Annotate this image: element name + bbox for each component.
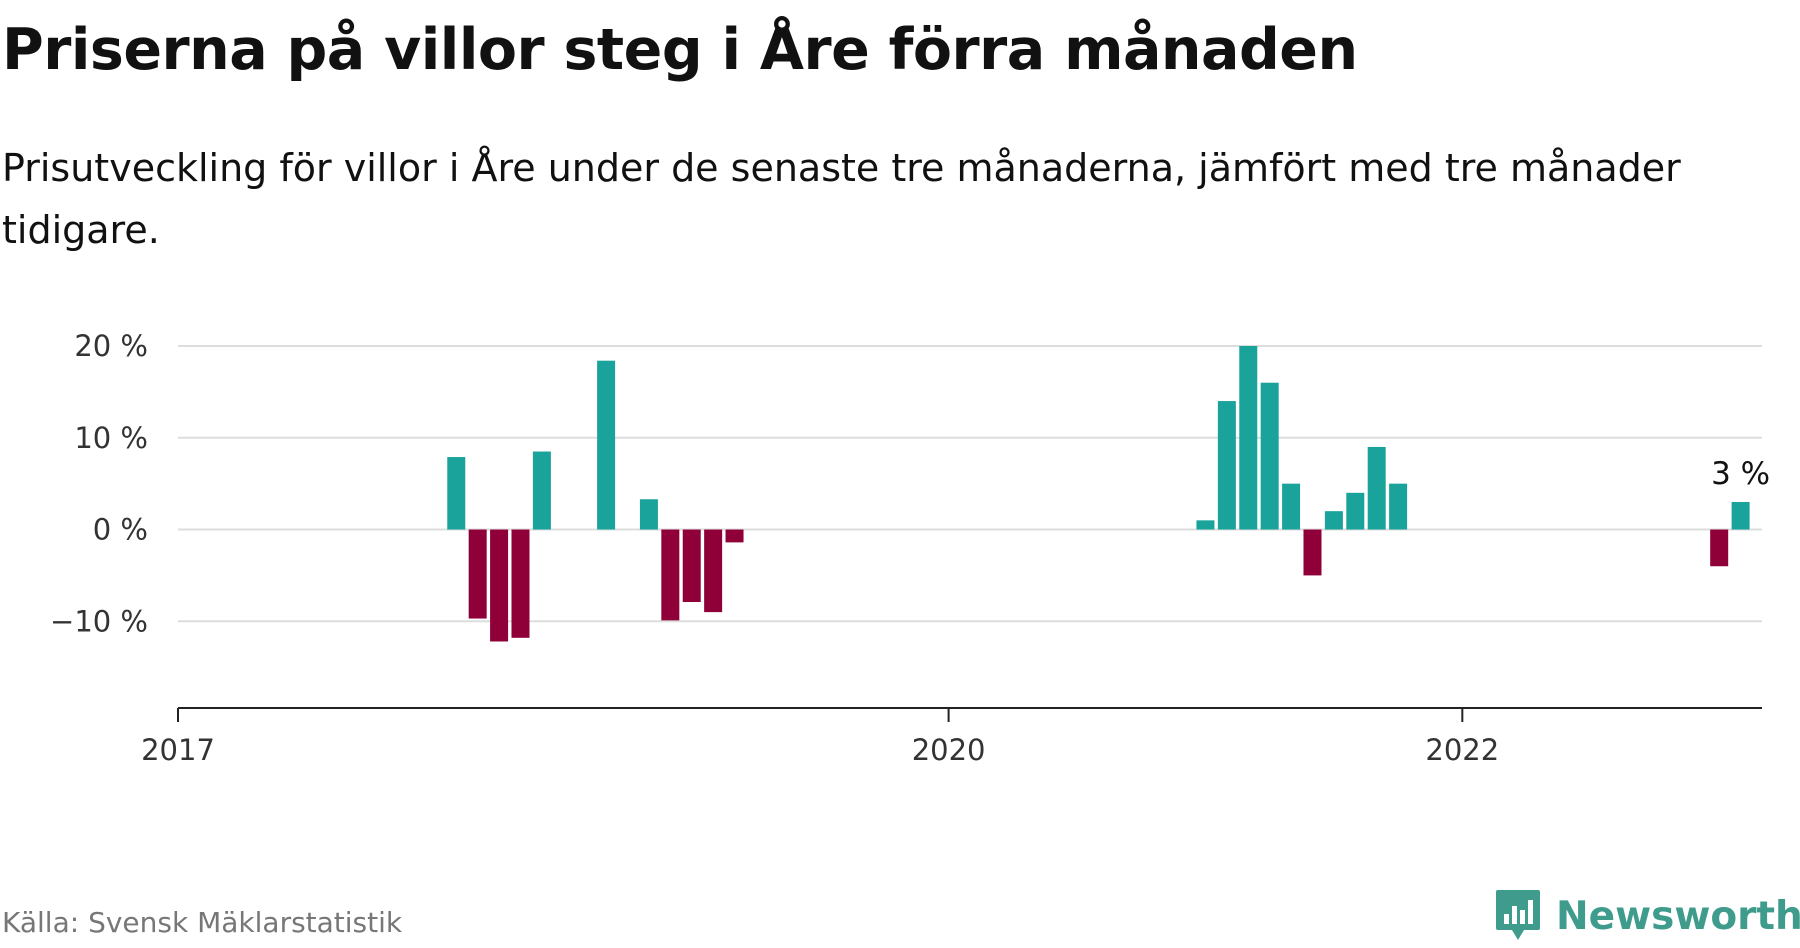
y-tick-label: −10 % (50, 604, 148, 638)
bar (597, 360, 616, 530)
bar (447, 457, 466, 530)
gridlines (178, 345, 1762, 623)
bar (1367, 446, 1386, 530)
source-note: Källa: Svensk Mäklarstatistik (2, 906, 403, 939)
x-tick-label: 2022 (1425, 733, 1499, 767)
bar (1303, 529, 1322, 576)
bar (490, 529, 509, 642)
y-axis-labels: 20 % 10 % 0 % −10 % (50, 329, 148, 638)
bar (661, 529, 680, 621)
bar (532, 451, 551, 530)
newsworthy-chart-bubble-icon (1496, 890, 1540, 940)
bar (1282, 483, 1301, 530)
bar (725, 529, 744, 543)
bar (704, 529, 723, 613)
annotations: 3 % (1711, 456, 1770, 492)
bar (1389, 483, 1408, 530)
x-tick-label: 2020 (912, 733, 986, 767)
x-tick-label: 2017 (141, 733, 215, 767)
x-axis: 2017 2020 2022 (141, 707, 1762, 767)
y-tick-label: 10 % (74, 421, 148, 455)
bar-chart-svg: 2017 2020 2022 20 % 10 % 0 % −10 % 3 % (50, 329, 1770, 767)
bar (639, 499, 658, 530)
chart-subtitle: Prisutveckling för villor i Åre under de… (2, 146, 1681, 252)
bar (1217, 401, 1236, 530)
brand-name: Newsworthy (1556, 893, 1800, 939)
bar (1260, 382, 1279, 530)
bar (682, 529, 701, 603)
bar-series (447, 346, 1750, 642)
y-tick-label: 20 % (74, 329, 148, 363)
chart-title: Priserna på villor steg i Åre förra måna… (2, 17, 1358, 83)
annotation-label: 3 % (1711, 456, 1770, 492)
bar (511, 529, 530, 638)
bar-chart: 2017 2020 2022 20 % 10 % 0 % −10 % 3 % (0, 300, 1800, 820)
y-tick-label: 0 % (93, 513, 148, 547)
bar (1239, 346, 1258, 530)
bar (1346, 492, 1365, 530)
bar (1196, 520, 1215, 530)
bar (468, 529, 487, 619)
bar (1710, 529, 1729, 567)
bar (1324, 511, 1343, 530)
bar (1731, 502, 1750, 530)
brand-logo[interactable]: Newsworthy (1494, 886, 1800, 946)
